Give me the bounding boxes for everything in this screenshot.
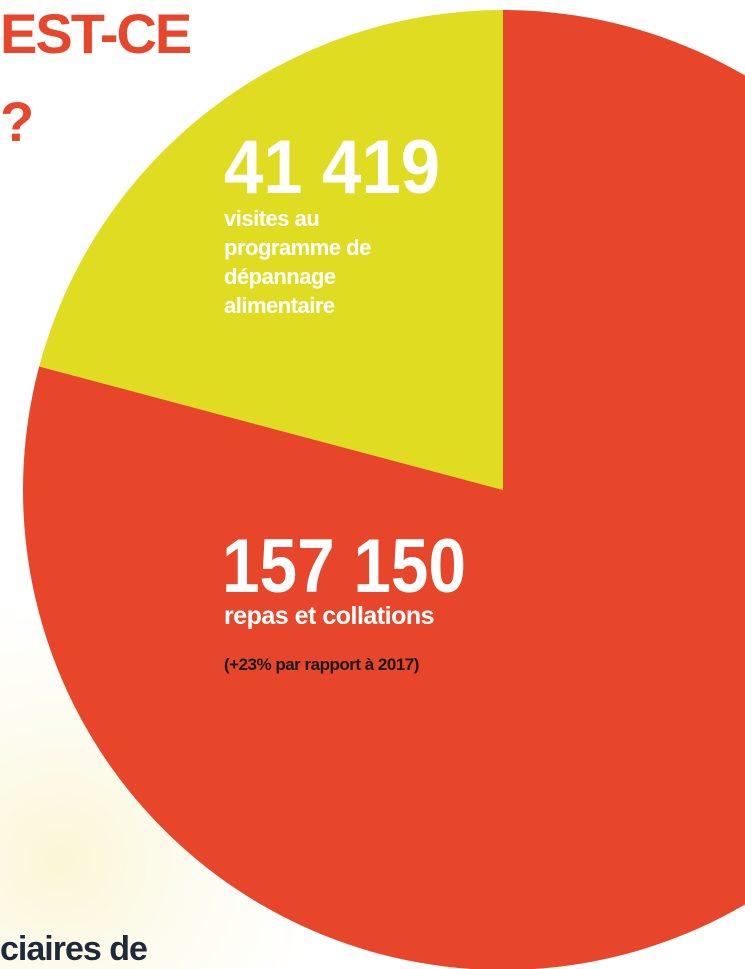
footer-text: ciaires de [0,930,148,968]
slice-label: visites au programme de dépannage alimen… [224,206,371,318]
value-label: 157 150 [222,524,466,609]
pie-slice [23,10,745,969]
title-line: EST-CE [0,2,192,65]
pie-slice [39,10,504,490]
slice-label: repas et collations [224,602,435,630]
title-line: ? [0,90,34,153]
annotation: (+23% par rapport à 2017) [224,655,419,674]
value-label: 41 419 [224,125,440,210]
